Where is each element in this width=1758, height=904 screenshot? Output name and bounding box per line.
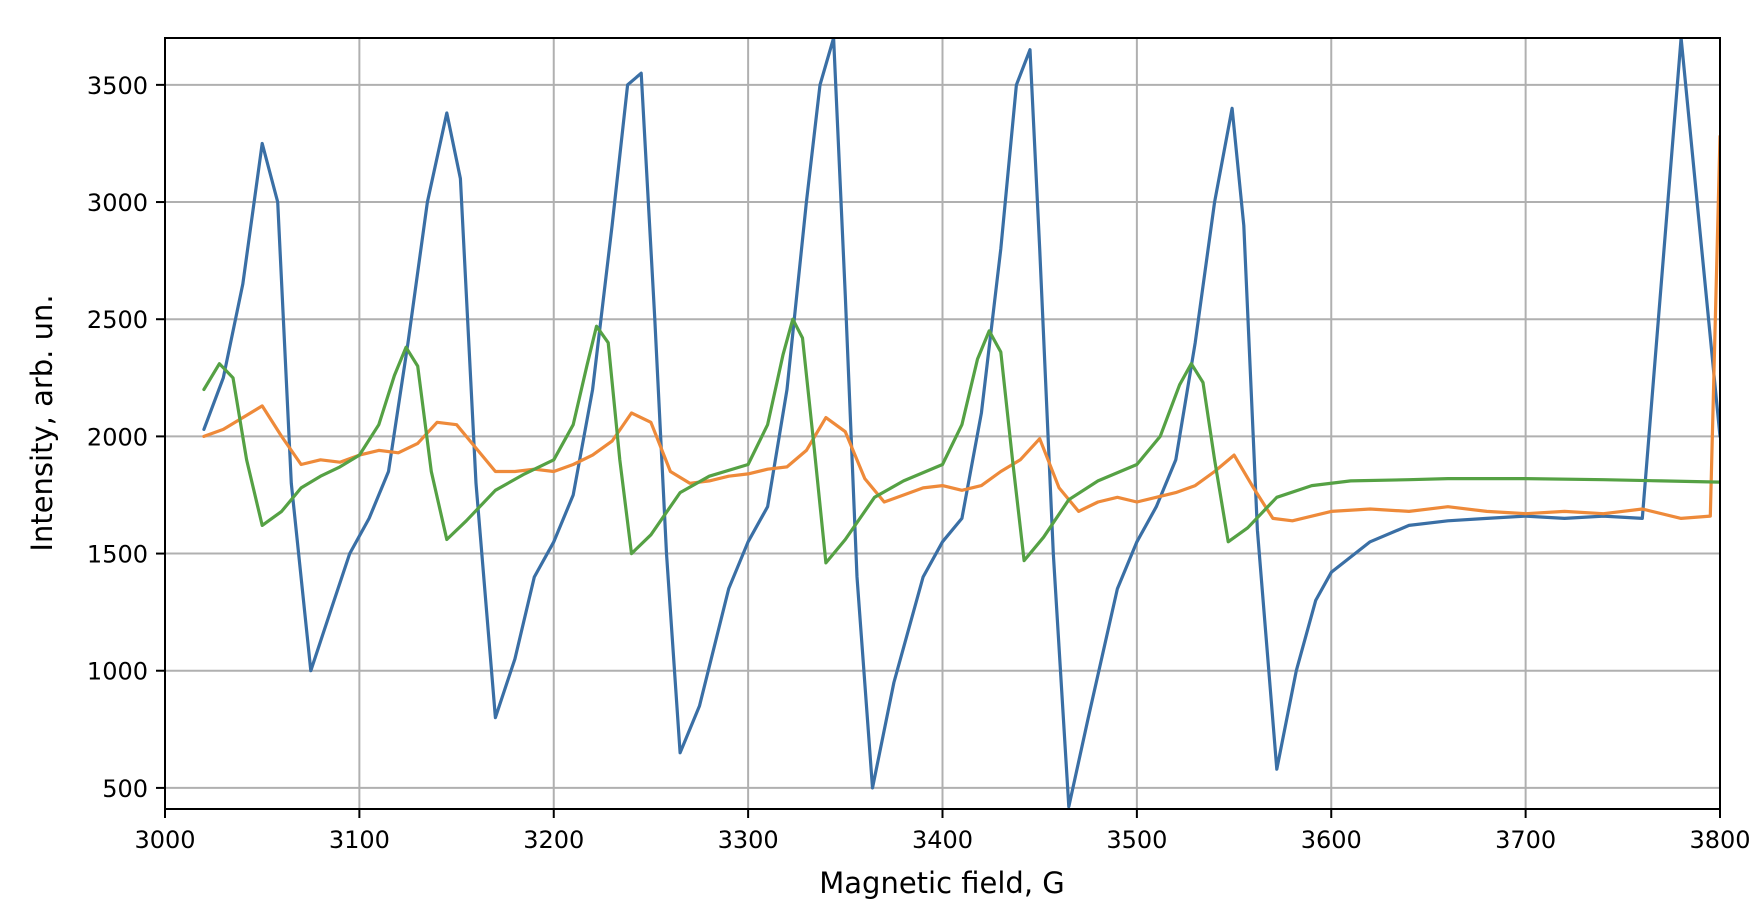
y-tick-label: 2000 [87, 423, 148, 451]
series-line-3 [202, 317, 1720, 565]
x-tick-label: 3800 [1689, 826, 1750, 854]
x-tick-label: 3700 [1495, 826, 1556, 854]
x-axis: 3000 3100 3200 3300 3400 3500 3600 3700 3800 [134, 809, 1751, 854]
y-tick-label: 1000 [87, 658, 148, 686]
x-tick-label: 3000 [134, 826, 195, 854]
x-axis-label: Magnetic field, G [819, 866, 1065, 900]
y-axis-label: Intensity, arb. un. [25, 294, 59, 551]
series-line-1 [202, 38, 1720, 809]
series-layer [202, 38, 1720, 809]
x-tick-label: 3200 [523, 826, 584, 854]
y-tick-label: 3500 [87, 72, 148, 100]
x-tick-label: 3600 [1301, 826, 1362, 854]
x-tick-label: 3500 [1106, 826, 1167, 854]
y-tick-label: 3000 [87, 189, 148, 217]
x-tick-label: 3300 [718, 826, 779, 854]
x-tick-label: 3400 [912, 826, 973, 854]
x-tick-label: 3100 [329, 826, 390, 854]
y-tick-label: 500 [102, 775, 148, 803]
series-line-2 [202, 134, 1720, 523]
y-axis: 500 1000 1500 2000 2500 3000 3500 [87, 72, 165, 803]
y-tick-label: 1500 [87, 541, 148, 569]
y-tick-label: 2500 [87, 306, 148, 334]
